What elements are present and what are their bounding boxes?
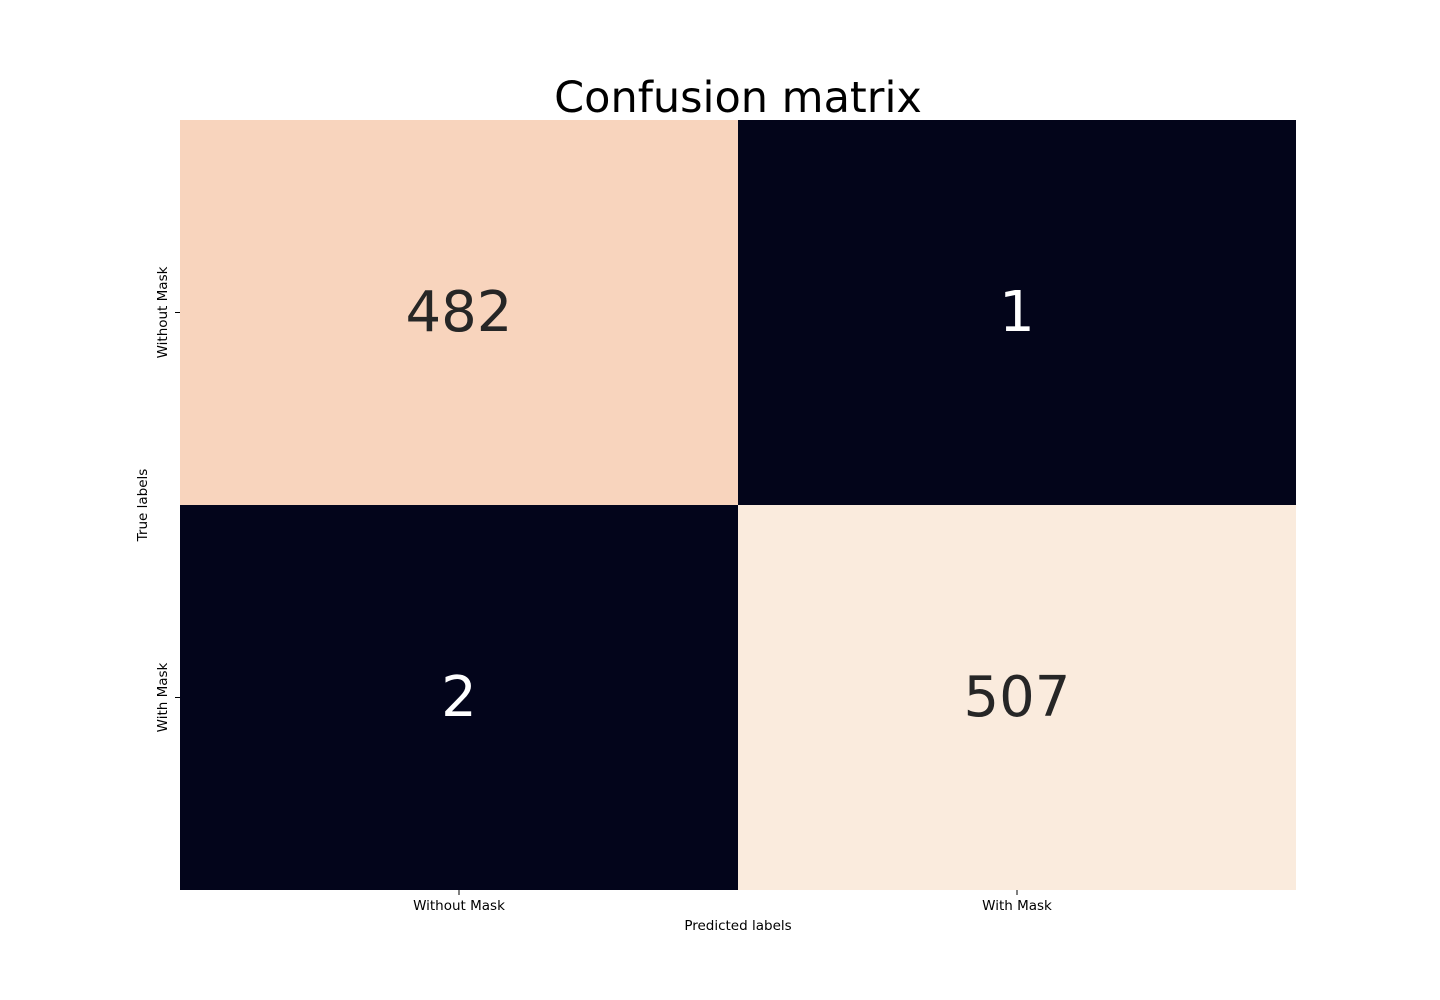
- x-tick-label-without-mask: Without Mask: [413, 898, 505, 914]
- x-tick-label-with-mask: With Mask: [982, 898, 1052, 914]
- heatmap-cell-0-0: [180, 120, 738, 505]
- y-tick-label-with-mask: With Mask: [155, 662, 171, 732]
- cell-annotation-1-1: 507: [964, 665, 1071, 730]
- y-tick-label-without-mask: Without Mask: [155, 266, 171, 358]
- chart-title: Confusion matrix: [554, 73, 922, 123]
- x-axis-label: Predicted labels: [684, 918, 791, 934]
- cell-annotation-0-0: 482: [406, 280, 513, 345]
- heatmap-cell-0-1: [738, 120, 1296, 505]
- heatmap-cell-1-1: [738, 505, 1296, 890]
- heatmap-cells: [180, 120, 1296, 890]
- heatmap-cell-1-0: [180, 505, 738, 890]
- cell-annotations: 482 1 2 507: [406, 280, 1071, 730]
- x-axis-ticks: Without Mask With Mask: [413, 890, 1052, 914]
- y-axis-label: True labels: [135, 469, 151, 543]
- y-axis-ticks: Without Mask With Mask: [155, 266, 180, 732]
- cell-annotation-1-0: 2: [441, 665, 477, 730]
- cell-annotation-0-1: 1: [999, 280, 1035, 345]
